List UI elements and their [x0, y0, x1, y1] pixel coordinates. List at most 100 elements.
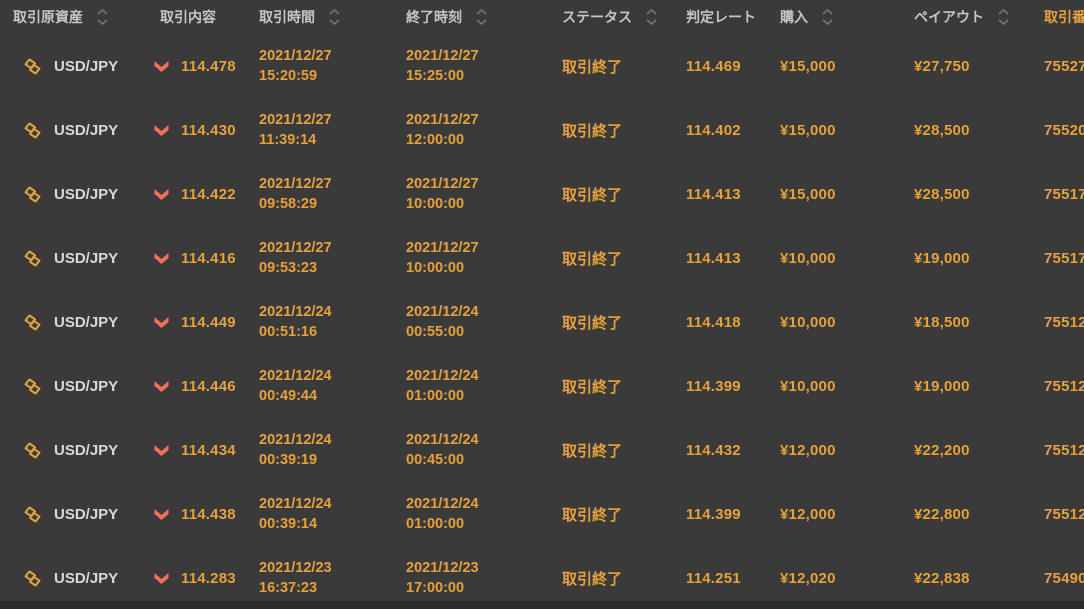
- column-header-label: 取引原資産: [13, 9, 83, 25]
- entry-rate: 114.438: [181, 505, 236, 523]
- trade-date: 2021/12/27: [259, 112, 332, 128]
- trade-time: 00:39:14: [259, 516, 318, 532]
- entry-rate: 114.416: [181, 249, 236, 267]
- bottom-edge-divider: [0, 601, 1084, 609]
- status-label: 取引終了: [562, 378, 623, 396]
- column-header-end_time[interactable]: 終了時刻: [400, 7, 548, 27]
- asset-pair-label: USD/JPY: [54, 57, 119, 75]
- trade-number: 755272: [1044, 57, 1084, 75]
- status-label: 取引終了: [562, 442, 623, 460]
- currency-pair-icon: [21, 313, 44, 332]
- column-header-label: 判定レート: [686, 9, 756, 25]
- end-time: 00:45:00: [406, 452, 465, 468]
- asset-pair-label: USD/JPY: [54, 377, 119, 395]
- column-header-label: ペイアウト: [914, 9, 984, 25]
- sort-updown-icon[interactable]: [822, 9, 833, 25]
- end-time: 10:00:00: [406, 196, 465, 212]
- entry-rate: 114.283: [181, 569, 236, 587]
- currency-pair-icon: [21, 57, 44, 76]
- end-date: 2021/12/27: [406, 112, 479, 128]
- judge-rate: 114.418: [686, 313, 741, 331]
- sort-updown-icon[interactable]: [97, 9, 108, 25]
- table-row: USD/JPY 114.283 2021/12/23 16:37:23 2021…: [0, 546, 1084, 609]
- payout-amount: ¥22,838: [914, 569, 970, 587]
- trade-number: 755124: [1044, 505, 1084, 523]
- trade-number: 755170: [1044, 249, 1084, 267]
- table-header-row: 取引原資産 取引内容 取引時間 終了時刻 ステータス 判定レート 購入: [0, 0, 1084, 34]
- end-date: 2021/12/27: [406, 176, 479, 192]
- purchase-amount: ¥15,000: [780, 185, 836, 203]
- purchase-amount: ¥10,000: [780, 313, 836, 331]
- trade-number: 754903: [1044, 569, 1084, 587]
- column-header-label: 購入: [780, 9, 808, 25]
- judge-rate: 114.402: [686, 121, 741, 139]
- asset-pair-label: USD/JPY: [54, 185, 119, 203]
- currency-pair-icon: [21, 185, 44, 204]
- judge-rate: 114.413: [686, 249, 741, 267]
- column-header-label: ステータス: [562, 9, 632, 25]
- table-row: USD/JPY 114.446 2021/12/24 00:49:44 2021…: [0, 354, 1084, 418]
- down-direction-icon: [153, 572, 170, 585]
- column-header-label: 取引番号: [1044, 9, 1084, 25]
- table-row: USD/JPY 114.438 2021/12/24 00:39:14 2021…: [0, 482, 1084, 546]
- sort-updown-icon[interactable]: [998, 9, 1009, 25]
- sort-updown-icon[interactable]: [646, 9, 657, 25]
- column-header-trade_time[interactable]: 取引時間: [253, 7, 400, 27]
- payout-amount: ¥28,500: [914, 185, 970, 203]
- column-header-purchase[interactable]: 購入: [768, 7, 900, 27]
- down-direction-icon: [153, 188, 170, 201]
- end-date: 2021/12/24: [406, 496, 479, 512]
- sort-updown-icon[interactable]: [476, 9, 487, 25]
- end-date: 2021/12/27: [406, 240, 479, 256]
- end-date: 2021/12/24: [406, 432, 479, 448]
- purchase-amount: ¥12,020: [780, 569, 836, 587]
- end-time: 15:25:00: [406, 68, 465, 84]
- down-direction-icon: [153, 380, 170, 393]
- column-header-status[interactable]: ステータス: [548, 7, 676, 27]
- table-row: USD/JPY 114.478 2021/12/27 15:20:59 2021…: [0, 34, 1084, 98]
- column-header-number: 取引番号: [1036, 7, 1084, 27]
- entry-rate: 114.430: [181, 121, 236, 139]
- column-header-label: 終了時刻: [406, 9, 462, 25]
- currency-pair-icon: [21, 377, 44, 396]
- end-time: 10:00:00: [406, 260, 465, 276]
- trade-date: 2021/12/24: [259, 368, 332, 384]
- purchase-amount: ¥10,000: [780, 249, 836, 267]
- end-time: 17:00:00: [406, 580, 465, 596]
- column-header-asset[interactable]: 取引原資産: [0, 7, 145, 27]
- trade-date: 2021/12/27: [259, 176, 332, 192]
- payout-amount: ¥19,000: [914, 249, 970, 267]
- sort-updown-icon[interactable]: [329, 9, 340, 25]
- column-header-payout[interactable]: ペイアウト: [900, 7, 1036, 27]
- judge-rate: 114.399: [686, 377, 741, 395]
- trade-date: 2021/12/24: [259, 496, 332, 512]
- trade-time: 00:51:16: [259, 324, 318, 340]
- trade-time: 16:37:23: [259, 580, 318, 596]
- trade-date: 2021/12/27: [259, 240, 332, 256]
- trade-number: 755173: [1044, 185, 1084, 203]
- table-row: USD/JPY 114.430 2021/12/27 11:39:14 2021…: [0, 98, 1084, 162]
- table-row: USD/JPY 114.422 2021/12/27 09:58:29 2021…: [0, 162, 1084, 226]
- end-time: 01:00:00: [406, 516, 465, 532]
- down-direction-icon: [153, 444, 170, 457]
- asset-pair-label: USD/JPY: [54, 505, 119, 523]
- entry-rate: 114.478: [181, 57, 236, 75]
- end-time: 12:00:00: [406, 132, 465, 148]
- column-header-content: 取引内容: [145, 7, 253, 27]
- asset-pair-label: USD/JPY: [54, 121, 119, 139]
- currency-pair-icon: [21, 249, 44, 268]
- purchase-amount: ¥15,000: [780, 57, 836, 75]
- status-label: 取引終了: [562, 506, 623, 524]
- down-direction-icon: [153, 124, 170, 137]
- currency-pair-icon: [21, 441, 44, 460]
- column-header-label: 取引内容: [160, 9, 216, 25]
- end-date: 2021/12/23: [406, 560, 479, 576]
- judge-rate: 114.399: [686, 505, 741, 523]
- table-row: USD/JPY 114.434 2021/12/24 00:39:19 2021…: [0, 418, 1084, 482]
- currency-pair-icon: [21, 505, 44, 524]
- trade-number: 755204: [1044, 121, 1084, 139]
- down-direction-icon: [153, 252, 170, 265]
- trade-time: 09:58:29: [259, 196, 318, 212]
- entry-rate: 114.446: [181, 377, 236, 395]
- trade-time: 11:39:14: [259, 132, 317, 148]
